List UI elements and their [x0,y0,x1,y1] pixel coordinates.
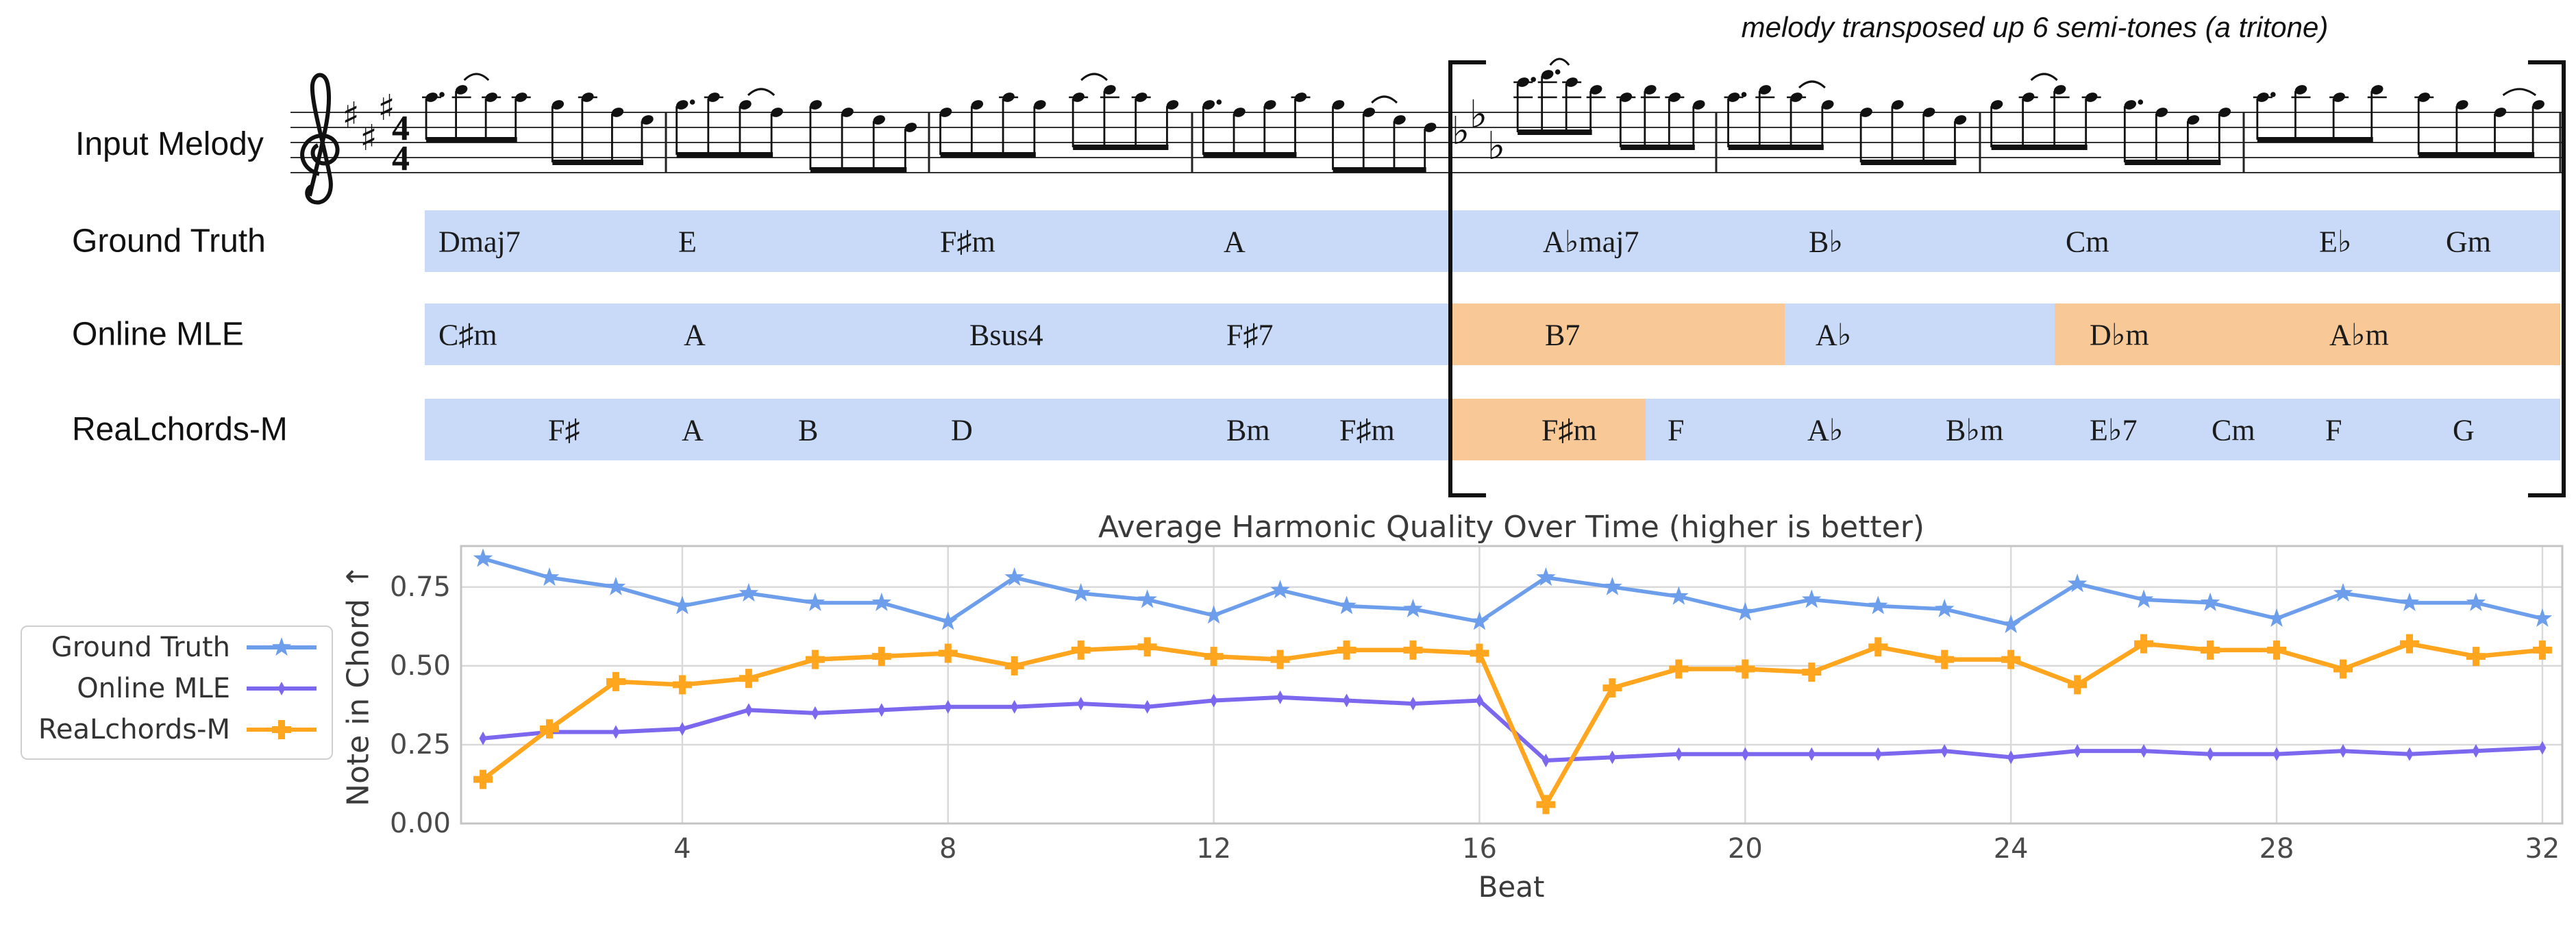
chord-segment [425,210,2560,272]
chord-label: E♭ [2319,225,2352,259]
legend-item-realchords: ReaLchords-M [34,709,319,750]
chord-label: A [682,413,704,447]
x-axis-title: Beat [1478,870,1545,904]
legend-label: Online MLE [77,673,230,704]
chord-label: B♭m [1946,413,2004,447]
x-tick-label: 32 [2525,833,2560,865]
chord-label: Dmaj7 [438,225,521,259]
chart-legend: Ground Truth Online MLE ReaLchords-M [21,625,333,760]
chord-label: E [678,225,697,259]
chord-label: F♯m [1339,413,1395,447]
x-tick-label: 4 [673,833,691,865]
chord-label: A♭ [1816,318,1852,352]
y-tick-label: 0.75 [389,571,451,603]
input-melody-label: Input Melody [75,126,264,162]
y-tick-label: 0.00 [389,808,451,839]
chord-label: A [684,318,706,352]
y-tick-label: 0.50 [389,649,451,682]
chord-segment [2055,304,2560,365]
chord-label: A♭maj7 [1543,225,1639,259]
chart-title: Average Harmonic Quality Over Time (high… [1098,510,1924,545]
y-tick-label: 0.25 [389,728,451,760]
legend-label: Ground Truth [51,632,230,663]
chord-label: D♭m [2090,318,2149,352]
svg-text:♭: ♭ [1452,109,1470,153]
chord-label: F♯m [1541,413,1597,447]
chord-label: F♯7 [1226,318,1274,352]
chord-label: A [1224,225,1246,259]
x-tick-label: 12 [1196,833,1232,865]
chord-label: F [2325,413,2342,447]
chord-label: Cm [2212,413,2255,447]
chord-label: Cm [2066,225,2109,259]
x-tick-label: 24 [1993,833,2029,865]
x-tick-label: 20 [1727,833,1763,865]
svg-text:♯: ♯ [360,118,377,159]
svg-text:♯: ♯ [377,88,395,129]
chord-label: B7 [1545,318,1581,352]
legend-marker-star [247,637,317,656]
chord-segment [1785,304,2055,365]
chord-label: D [951,413,973,447]
chord-segment [425,304,1450,365]
x-tick-label: 8 [939,833,957,865]
svg-text:4: 4 [392,139,410,178]
chord-label: F♯ [548,413,580,447]
chord-label: Bm [1226,413,1270,447]
chord-label: Gm [2446,225,2491,259]
svg-text:♭: ♭ [1470,92,1487,137]
x-tick-label: 28 [2259,833,2294,865]
chord-label: G [2453,413,2475,447]
svg-text:♯: ♯ [342,95,359,136]
x-tick-label: 16 [1462,833,1497,865]
chord-segment [425,399,1450,460]
chord-label: C♯m [438,318,497,352]
legend-label: ReaLchords-M [38,714,230,745]
transposition-annotation: melody transposed up 6 semi-tones (a tri… [1741,11,2329,43]
svg-text:♭: ♭ [1487,124,1505,169]
row-label-1: Online MLE [72,316,244,353]
chord-segment [1646,399,2560,460]
legend-marker-plus [247,720,317,739]
chord-segment [1450,304,1785,365]
chord-label: F [1668,413,1685,447]
chord-label: B [798,413,819,447]
svg-text:4: 4 [392,109,410,148]
row-label-2: ReaLchords-M [72,411,288,448]
chord-label: A♭ [1807,413,1844,447]
chord-label: A♭m [2329,318,2389,352]
chord-segment [1450,399,1646,460]
chord-label: B♭ [1809,225,1844,259]
chord-label: F♯m [940,225,995,259]
legend-item-ground_truth: Ground Truth [34,627,319,668]
legend-item-online_mle: Online MLE [34,668,319,709]
chord-label: Bsus4 [969,318,1043,352]
legend-marker-diamond [247,682,317,695]
row-label-0: Ground Truth [72,223,266,260]
chord-label: E♭7 [2090,413,2138,447]
